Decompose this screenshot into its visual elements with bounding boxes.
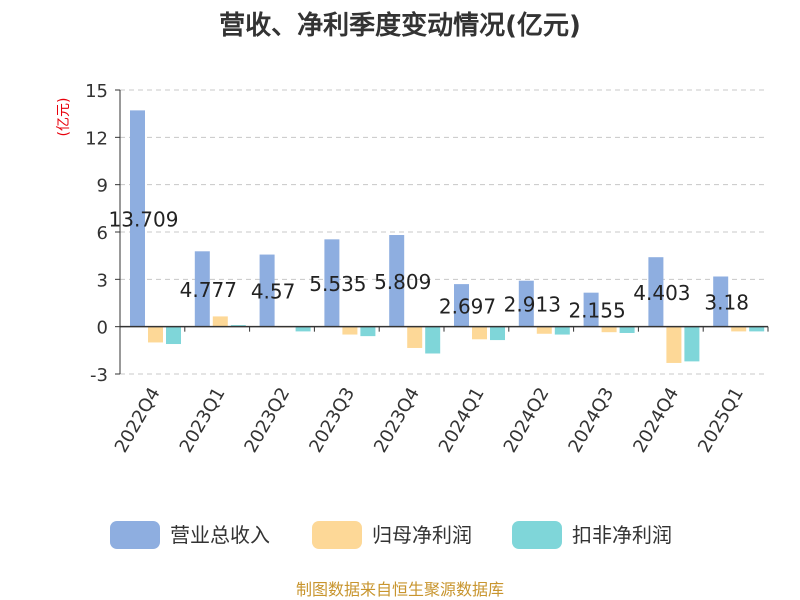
bar-net-profit	[731, 326, 747, 332]
y-tick-label: 3	[97, 270, 108, 291]
x-tick-label: 2024Q1	[435, 384, 489, 456]
bar-net-profit	[212, 316, 228, 327]
legend-swatch	[312, 521, 362, 549]
bar-revenue	[324, 239, 340, 327]
bar-revenue	[130, 110, 145, 327]
bar-revenue	[389, 235, 405, 327]
bar-net-profit	[407, 326, 423, 348]
bar-net-profit	[342, 326, 358, 335]
bar-revenue	[518, 280, 534, 327]
bars	[130, 110, 765, 363]
bar-revenue	[259, 254, 275, 327]
legend: 营业总收入 归母净利润 扣非净利润	[110, 521, 672, 549]
bar-data-label: 4.403	[633, 281, 690, 305]
x-tick-label: 2023Q2	[240, 384, 294, 456]
x-tick-label: 2022Q4	[111, 384, 165, 456]
y-tick-label: 0	[97, 318, 108, 339]
bar-revenue	[194, 251, 210, 327]
x-tick-label: 2023Q3	[305, 384, 359, 456]
chart-title: 营收、净利季度变动情况(亿元)	[219, 10, 581, 41]
y-tick-label: 12	[85, 128, 108, 149]
bar-deducted-net-profit	[425, 326, 441, 354]
bar-deducted-net-profit	[230, 325, 246, 327]
bar-deducted-net-profit	[619, 326, 635, 333]
bar-revenue	[713, 276, 729, 327]
bar-revenue	[583, 292, 599, 327]
data-labels: 13.709 4.777 4.57 5.535 5.809 2.697 2.913 2.155…	[109, 208, 749, 323]
x-tick-label: 2024Q3	[564, 384, 618, 456]
bar-net-profit	[536, 326, 552, 334]
y-tick-label: 15	[85, 81, 108, 102]
bar-deducted-net-profit	[166, 326, 181, 345]
bar-net-profit	[148, 326, 163, 343]
bar-data-label: 2.913	[504, 293, 561, 317]
bar-net-profit	[601, 326, 617, 333]
bar-data-label: 2.155	[568, 299, 625, 323]
bar-data-label: 13.709	[109, 208, 179, 232]
source-note: 制图数据来自恒生聚源数据库	[296, 580, 504, 599]
bar-deducted-net-profit	[684, 326, 700, 362]
x-tick-label: 2025Q1	[694, 384, 748, 456]
bar-revenue	[454, 284, 469, 327]
y-tick-label: 9	[97, 176, 108, 197]
legend-label: 扣非净利润	[572, 523, 672, 547]
y-tick-label: 6	[97, 223, 108, 244]
bar-deducted-net-profit	[295, 326, 311, 332]
legend-swatch	[512, 521, 562, 549]
bar-net-profit	[666, 326, 682, 363]
bar-data-label: 4.777	[180, 278, 237, 302]
legend-label: 归母净利润	[372, 523, 472, 547]
bar-deducted-net-profit	[749, 326, 765, 332]
bar-net-profit	[472, 326, 487, 340]
x-tick-label: 2023Q1	[176, 384, 230, 456]
x-tick-label: 2024Q2	[500, 384, 554, 456]
bar-data-label: 5.535	[309, 272, 366, 296]
y-axis-label: (亿元)	[56, 98, 72, 137]
grid	[120, 89, 768, 375]
bar-data-label: 5.809	[374, 270, 431, 294]
legend-label: 营业总收入	[170, 523, 270, 547]
y-tick-label: -3	[90, 365, 108, 386]
bar-data-label: 3.18	[704, 291, 749, 315]
x-tick-label: 2023Q4	[370, 384, 424, 456]
bar-deducted-net-profit	[360, 326, 376, 337]
x-tick-label: 2024Q4	[629, 384, 683, 456]
bar-deducted-net-profit	[554, 326, 570, 335]
bar-data-label: 4.57	[251, 280, 296, 304]
bar-deducted-net-profit	[490, 326, 505, 341]
bar-revenue	[648, 257, 664, 327]
legend-swatch	[110, 521, 160, 549]
bar-data-label: 2.697	[439, 294, 496, 318]
